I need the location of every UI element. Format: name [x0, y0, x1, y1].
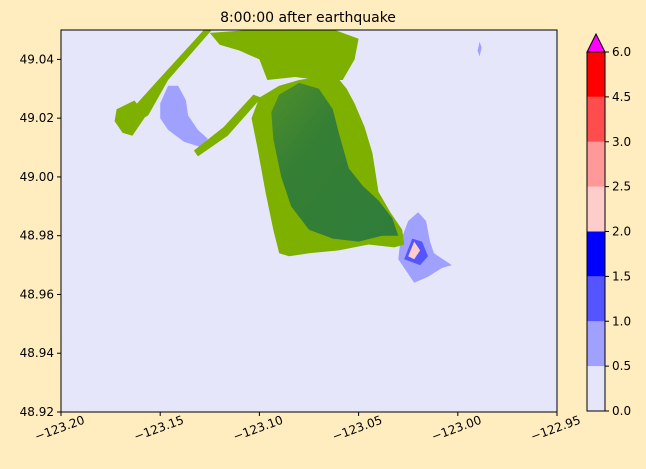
colorbar-segment [587, 96, 605, 142]
colorbar-segment [587, 366, 605, 411]
plot-frame [60, 29, 558, 413]
colorbar-segment [587, 276, 605, 322]
colorbar-segment [587, 231, 605, 277]
land-north-mainland [209, 30, 359, 80]
land-west-causeway [124, 30, 212, 130]
chart-title: 8:00:00 after earthquake [220, 10, 396, 26]
colorbar-segment [587, 52, 605, 97]
colorbar-tick-label: 4.5 [612, 90, 631, 104]
colorbar-tick-label: 1.0 [612, 314, 631, 328]
colorbar: 0.0 0.5 1.0 1.5 2.0 2.5 3.0 4.5 6.0 [586, 32, 631, 418]
y-tick-label: 48.92 [20, 405, 54, 419]
colorbar-segment [587, 321, 605, 367]
y-tick-label: 49.04 [20, 52, 54, 66]
inundation-north-east-dot [477, 41, 482, 57]
colorbar-segment [587, 141, 605, 187]
x-axis: −123.20 −123.15 −123.10 −123.05 −123.00 −122.… [33, 412, 583, 444]
inundation-east-spit-deep [408, 241, 421, 260]
x-tick-label: −122.95 [529, 413, 583, 444]
y-tick-label: 49.02 [20, 111, 54, 125]
colorbar-tick-label: 0.5 [612, 359, 631, 373]
colorbar-tick-label: 1.5 [612, 269, 631, 283]
colorbar-tick-label: 3.0 [612, 135, 631, 149]
x-tick-label: −123.10 [231, 413, 285, 444]
colorbar-tick-label: 6.0 [612, 45, 631, 59]
x-tick-label: −123.05 [330, 413, 384, 444]
y-tick-label: 48.94 [20, 346, 54, 360]
colorbar-tick-label: 0.0 [612, 404, 631, 418]
land-peninsula-core [271, 82, 399, 242]
inundation-map [114, 30, 482, 283]
y-tick-label: 49.00 [20, 170, 54, 184]
x-tick-label: −123.00 [430, 413, 484, 444]
land-west-islet [114, 100, 147, 136]
inundation-west-bay [160, 85, 208, 148]
colorbar-extend-arrow [586, 32, 606, 53]
inundation-east-spit-shallow [398, 212, 452, 283]
land-east-causeway [193, 94, 262, 157]
colorbar-tick-label: 2.0 [612, 225, 631, 239]
y-tick-label: 48.98 [20, 229, 54, 243]
y-axis: 48.92 48.94 48.96 48.98 49.00 49.02 49.04 [20, 52, 61, 419]
x-tick-label: −123.15 [132, 413, 186, 444]
colorbar-segment [587, 186, 605, 232]
colorbar-tick-label: 2.5 [612, 180, 631, 194]
y-tick-label: 48.96 [20, 287, 54, 301]
